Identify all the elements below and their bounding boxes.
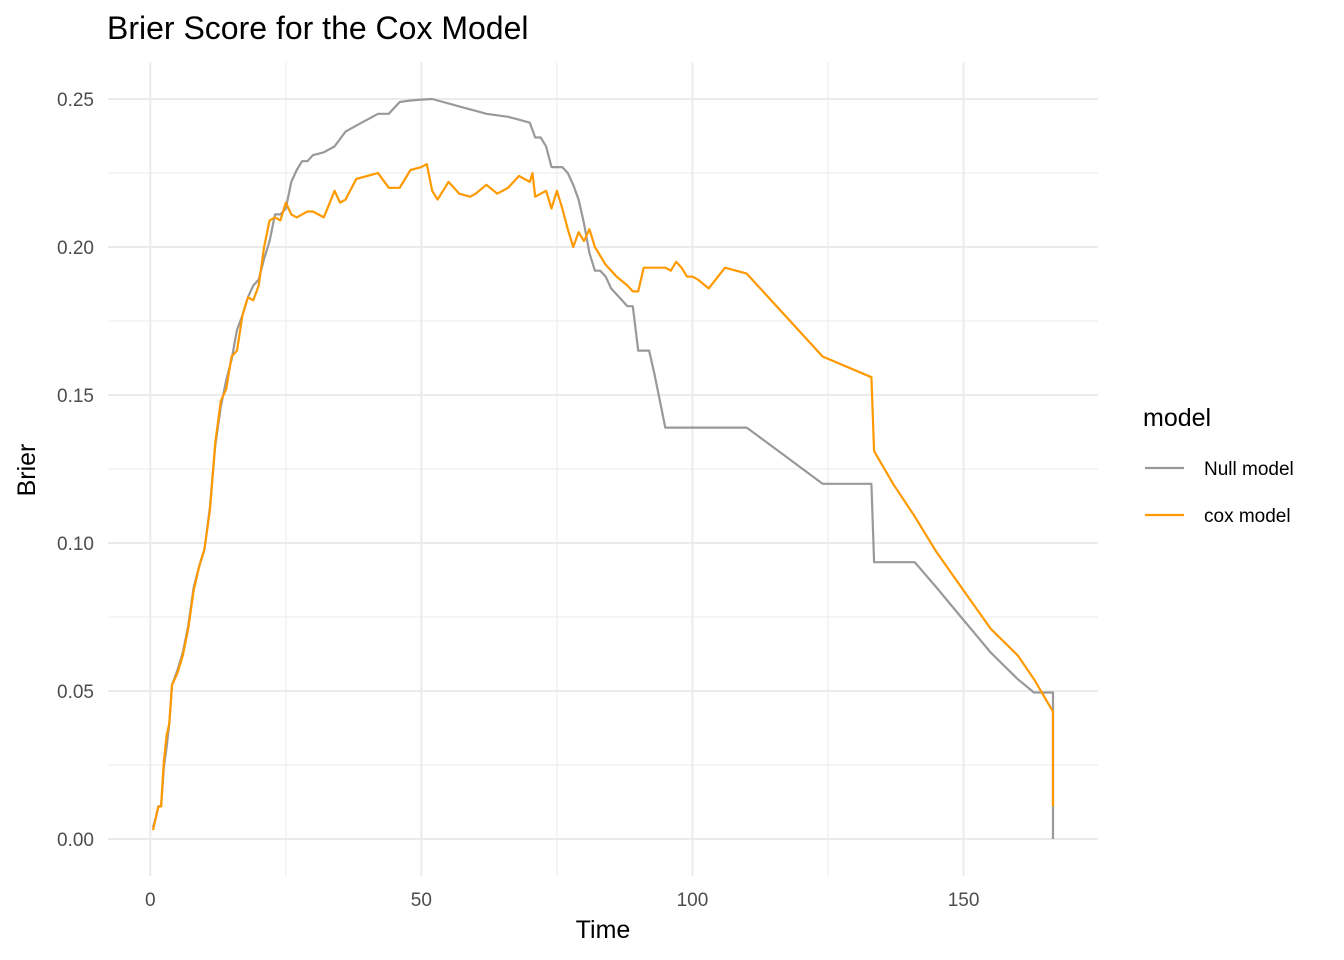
y-tick-label: 0.15 bbox=[57, 386, 94, 407]
series-layer bbox=[151, 97, 1055, 839]
y-tick-label: 0.05 bbox=[57, 682, 94, 703]
y-tick-label: 0.25 bbox=[57, 90, 94, 111]
x-tick-label: 150 bbox=[948, 890, 980, 911]
y-tick-label: 0.10 bbox=[57, 534, 94, 555]
x-tick-label: 50 bbox=[411, 890, 432, 911]
y-tick-label: 0.00 bbox=[57, 830, 94, 851]
y-tick-label: 0.20 bbox=[57, 238, 94, 259]
y-tick-labels: 0.00 0.05 0.10 0.15 0.20 0.25 bbox=[57, 90, 94, 851]
legend-label-null-model: Null model bbox=[1204, 459, 1294, 480]
grid-minor bbox=[108, 62, 1098, 876]
legend-title: model bbox=[1143, 404, 1211, 432]
legend: model Null model cox model bbox=[1143, 404, 1294, 527]
x-tick-label: 0 bbox=[145, 890, 156, 911]
x-tick-labels: 0 50 100 150 bbox=[145, 890, 979, 911]
chart-title: Brier Score for the Cox Model bbox=[107, 10, 529, 46]
grid-major bbox=[108, 62, 1098, 876]
x-axis-title: Time bbox=[576, 916, 631, 944]
y-axis-title: Brier bbox=[13, 444, 41, 497]
legend-label-cox-model: cox model bbox=[1204, 506, 1291, 527]
x-tick-label: 100 bbox=[677, 890, 709, 911]
series-line-cox-model bbox=[151, 163, 1055, 831]
legend-items: Null model cox model bbox=[1145, 459, 1294, 527]
